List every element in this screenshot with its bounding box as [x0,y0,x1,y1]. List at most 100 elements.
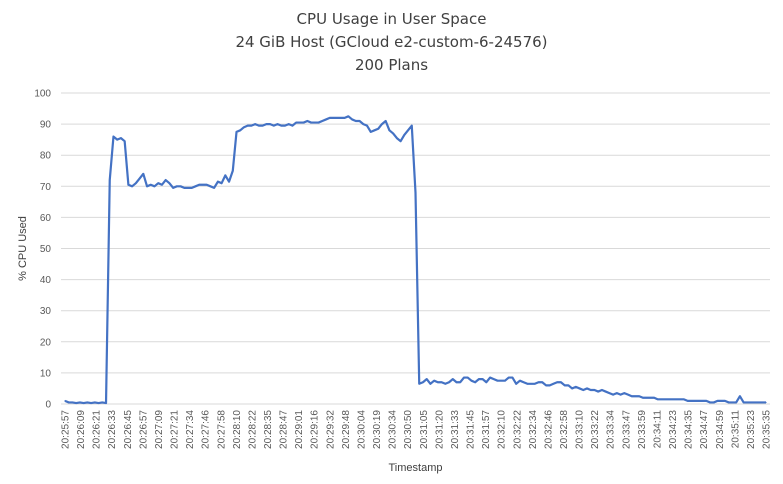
data-point [709,401,711,404]
data-point [567,384,569,386]
data-point [388,129,390,131]
data-point [146,185,148,187]
data-point [426,378,428,380]
data-point [485,381,487,383]
data-point [392,132,394,135]
data-point [198,184,200,186]
data-point [347,115,349,117]
data-point [608,392,610,394]
data-point [366,125,368,127]
data-point [351,118,353,121]
y-tick-label: 20 [40,337,52,348]
x-tick-label: 20:30:34 [388,410,399,449]
data-point [586,387,588,390]
data-point [519,380,521,382]
data-point [754,401,756,404]
data-point [444,383,446,385]
data-point [459,381,461,383]
x-tick-label: 20:26:45 [123,410,134,449]
x-tick-label: 20:34:11 [652,410,663,449]
data-point [269,123,271,125]
data-point [590,389,592,391]
data-point [489,376,491,379]
x-tick-label: 20:33:34 [606,410,617,449]
data-point [332,117,335,119]
x-axis-label: Timestamp [389,462,443,474]
data-point [455,381,458,383]
chart-subtitle: 24 GiB Host (GCloud e2-custom-6-24576) [235,33,548,51]
data-point [735,401,737,404]
series-line [64,115,766,405]
data-point [467,376,469,379]
x-tick-label: 20:26:21 [92,410,103,449]
data-point [731,401,734,404]
data-point [217,181,219,183]
data-point [664,398,666,400]
y-tick-label: 90 [40,120,52,131]
data-point [131,185,133,187]
data-point [370,131,372,133]
data-point [254,123,256,125]
data-point [724,400,726,402]
data-point [295,121,297,124]
data-point [165,179,167,181]
x-tick-label: 20:30:04 [356,410,367,449]
data-point [571,387,573,390]
x-tick-label: 20:31:20 [434,410,445,449]
x-tick-label: 20:33:22 [590,410,601,449]
y-tick-label: 30 [40,306,52,317]
data-point [578,387,581,390]
data-point [187,187,189,189]
series-group [64,115,767,405]
data-point [687,400,689,402]
x-tick-label: 20:26:33 [107,410,118,449]
data-point [232,170,234,172]
x-tick-label: 20:29:32 [325,410,336,449]
x-tick-label: 20:31:57 [481,410,492,449]
data-point [135,182,137,184]
data-point [675,398,678,400]
data-point [750,401,752,404]
data-point [124,140,126,142]
y-tick-label: 50 [40,244,52,255]
x-tick-label: 20:31:33 [450,410,461,449]
data-point [474,381,476,383]
data-point [209,185,212,187]
data-point [478,378,480,380]
data-point [623,392,625,394]
x-tick-label: 20:32:46 [543,410,554,449]
data-point [109,179,111,181]
data-point [317,121,320,124]
x-tick-label: 20:27:34 [185,410,196,449]
data-point [258,125,260,127]
y-tick-label: 0 [45,400,51,411]
data-point [414,191,417,194]
data-point [657,398,659,400]
data-point [496,380,499,382]
data-point [321,120,323,122]
x-tick-label: 20:26:57 [138,410,149,449]
data-point [482,378,484,380]
x-tick-label: 20:29:01 [294,410,305,449]
data-point [358,120,361,122]
x-tick-label: 20:26:09 [76,410,87,449]
data-point [94,401,96,404]
data-point [746,401,748,404]
data-point [627,394,629,396]
data-point [247,125,249,127]
data-point [564,384,566,386]
x-tick-label: 20:28:47 [279,410,290,449]
data-point [273,125,275,127]
data-point [668,398,670,400]
data-point [716,400,719,402]
data-point [642,397,644,399]
data-point [120,137,122,139]
data-point [243,126,245,128]
data-point [765,401,767,404]
data-point [530,383,532,385]
data-point [619,394,622,396]
data-point [463,376,465,379]
data-point [340,117,342,119]
data-point [101,401,103,404]
